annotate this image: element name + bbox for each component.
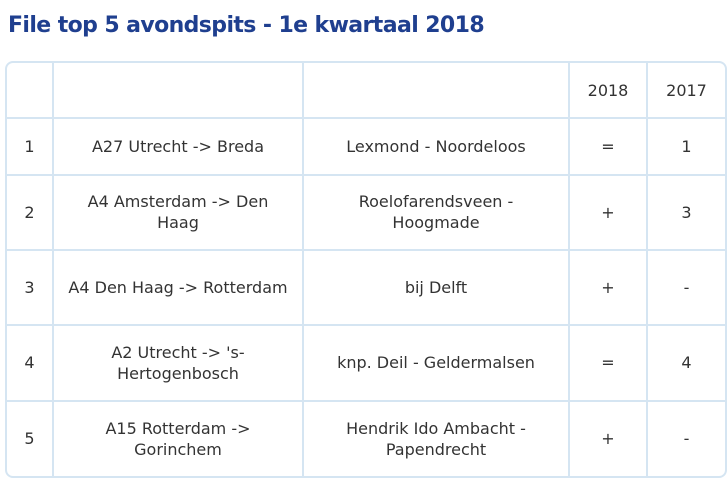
- change-2018-cell: +: [568, 399, 648, 476]
- header-route: [52, 63, 304, 120]
- header-rank: [7, 63, 54, 120]
- location-cell: Lexmond - Noordeloos: [302, 117, 570, 176]
- change-2018-cell: =: [568, 117, 648, 176]
- rank-2017-cell: -: [646, 248, 725, 327]
- rank-2017-cell: 4: [646, 324, 725, 402]
- table-row: 1 A27 Utrecht -> Breda Lexmond - Noordel…: [7, 117, 725, 176]
- change-2018-cell: +: [568, 173, 648, 251]
- rank-cell: 1: [7, 117, 54, 176]
- rank-cell: 2: [7, 173, 54, 251]
- rank-2017-cell: 3: [646, 173, 725, 251]
- table-row: 4 A2 Utrecht -> 's-Hertogenbosch knp. De…: [7, 324, 725, 402]
- rank-cell: 3: [7, 248, 54, 327]
- header-location: [302, 63, 570, 120]
- location-cell: bij Delft: [302, 248, 570, 327]
- location-cell: Hendrik Ido Ambacht - Papendrecht: [302, 399, 570, 476]
- rank-2017-cell: -: [646, 399, 725, 476]
- change-2018-cell: =: [568, 324, 648, 402]
- route-cell: A4 Den Haag -> Rotterdam: [52, 248, 304, 327]
- route-cell: A27 Utrecht -> Breda: [52, 117, 304, 176]
- route-cell: A2 Utrecht -> 's-Hertogenbosch: [52, 324, 304, 402]
- change-2018-cell: +: [568, 248, 648, 327]
- table: 2018 2017 1 A27 Utrecht -> Breda Lexmond…: [7, 63, 725, 476]
- rank-cell: 5: [7, 399, 54, 476]
- table-header-row: 2018 2017: [7, 63, 725, 120]
- location-cell: Roelofarendsveen - Hoogmade: [302, 173, 570, 251]
- header-2017: 2017: [646, 63, 725, 120]
- table-row: 2 A4 Amsterdam -> Den Haag Roelofarendsv…: [7, 173, 725, 251]
- traffic-jam-table: 2018 2017 1 A27 Utrecht -> Breda Lexmond…: [5, 61, 727, 478]
- route-cell: A15 Rotterdam -> Gorinchem: [52, 399, 304, 476]
- header-2018: 2018: [568, 63, 648, 120]
- table-row: 3 A4 Den Haag -> Rotterdam bij Delft + -: [7, 248, 725, 327]
- page-title: File top 5 avondspits - 1e kwartaal 2018: [8, 13, 485, 38]
- rank-2017-cell: 1: [646, 117, 725, 176]
- table-row: 5 A15 Rotterdam -> Gorinchem Hendrik Ido…: [7, 399, 725, 476]
- route-cell: A4 Amsterdam -> Den Haag: [52, 173, 304, 251]
- rank-cell: 4: [7, 324, 54, 402]
- location-cell: knp. Deil - Geldermalsen: [302, 324, 570, 402]
